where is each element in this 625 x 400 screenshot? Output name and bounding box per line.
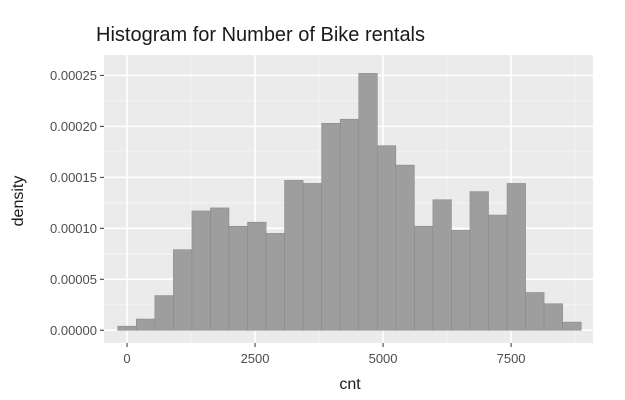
histogram-bar	[321, 123, 341, 331]
histogram-bar	[284, 180, 304, 331]
histogram-bar	[414, 225, 434, 331]
histogram-bar	[395, 164, 415, 331]
y-axis: 0.00000 0.00005 0.00010 0.00015 0.00020 0.000…	[50, 68, 104, 338]
histogram-bar	[358, 73, 378, 331]
x-tick-label: 0	[123, 351, 130, 366]
histogram-bar	[376, 145, 397, 331]
histogram-bar	[247, 221, 267, 331]
histogram-bar	[265, 233, 285, 331]
y-tick-label: 0.00010	[50, 221, 97, 236]
histogram-bar	[136, 318, 156, 331]
y-axis-title: density	[10, 176, 27, 227]
y-tick-label: 0.00025	[50, 68, 97, 83]
y-tick-label: 0.00005	[50, 272, 97, 287]
histogram-bar	[451, 230, 471, 331]
histogram-bar	[525, 292, 545, 331]
x-tick-label: 2500	[241, 351, 270, 366]
histogram-bar	[302, 183, 322, 331]
histogram-bar	[488, 214, 508, 331]
histogram-bars	[117, 73, 582, 331]
y-tick-label: 0.00020	[50, 119, 97, 134]
histogram-bar	[562, 321, 582, 331]
histogram-bar	[210, 207, 230, 331]
chart-title: Histogram for Number of Bike rentals	[96, 24, 425, 46]
histogram-bar	[506, 183, 526, 331]
histogram-bar	[191, 210, 211, 331]
histogram-bar	[339, 118, 360, 331]
histogram-bar	[543, 303, 563, 331]
x-axis: 0 2500 5000 7500	[123, 343, 526, 366]
x-tick-label: 7500	[497, 351, 526, 366]
histogram-bar	[228, 225, 248, 331]
histogram-bar	[432, 199, 452, 331]
x-axis-title: cnt	[339, 376, 361, 393]
histogram-bar	[117, 325, 137, 331]
y-tick-label: 0.00000	[50, 323, 97, 338]
histogram-bar	[154, 295, 174, 331]
histogram-bar	[469, 191, 489, 331]
x-tick-label: 5000	[369, 351, 398, 366]
y-tick-label: 0.00015	[50, 170, 97, 185]
histogram-bar	[173, 249, 193, 331]
